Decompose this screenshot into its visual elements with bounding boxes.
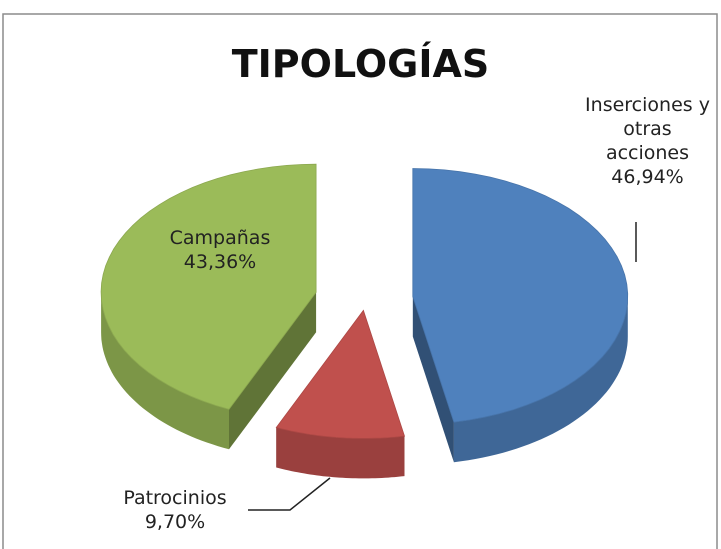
- slice: [412, 168, 629, 423]
- leader-line: [248, 477, 331, 511]
- slice-side: [412, 296, 454, 463]
- category-label: Patrocinios: [123, 487, 227, 509]
- category-label: Inserciones y otras acciones: [585, 94, 710, 164]
- data-label: Inserciones y otras acciones 46,94%: [585, 93, 710, 189]
- slice-side: [229, 292, 317, 450]
- frame: [2, 13, 718, 549]
- data-label: Campañas 43,36%: [150, 226, 290, 274]
- data-label: Patrocinios 9,70%: [105, 486, 245, 534]
- value-label: 43,36%: [183, 251, 257, 273]
- slice-wall: [276, 427, 405, 479]
- slice-wall: [453, 296, 628, 463]
- slice-wall: [101, 292, 229, 450]
- value-label: 9,70%: [144, 511, 206, 533]
- chart-title: TIPOLOGÍAS: [231, 42, 490, 86]
- slice: [100, 163, 317, 410]
- category-label: Campañas: [169, 227, 271, 249]
- value-label: 46,94%: [611, 166, 684, 188]
- slice: [275, 309, 406, 439]
